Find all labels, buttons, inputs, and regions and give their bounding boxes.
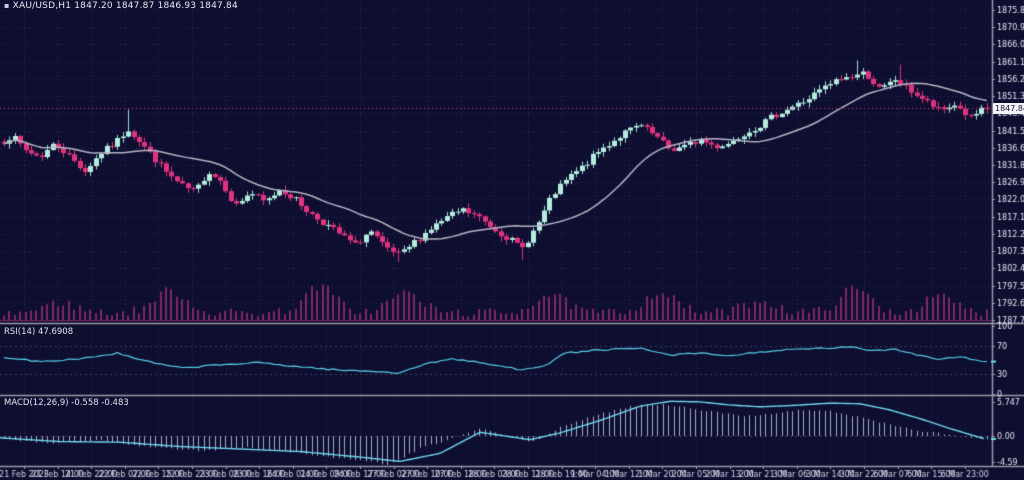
- price-chart-canvas[interactable]: [0, 0, 1024, 480]
- trading-chart-window: ▪ XAU/USD,H1 1847.20 1847.87 1846.93 1847…: [0, 0, 1024, 480]
